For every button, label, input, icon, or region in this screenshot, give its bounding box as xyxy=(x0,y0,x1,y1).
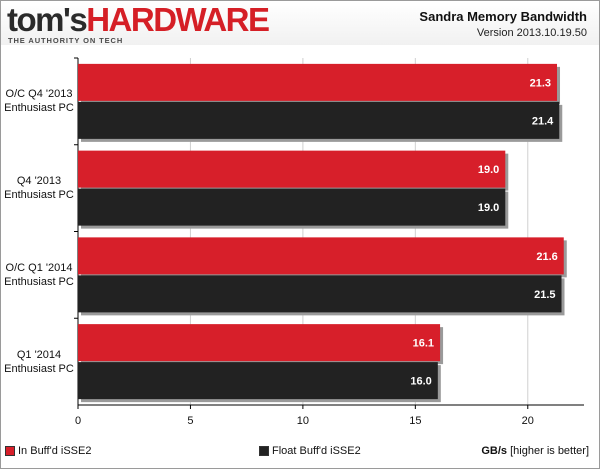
category-label-line: Enthusiast PC xyxy=(4,362,74,375)
x-tick-label: 5 xyxy=(187,415,194,427)
bar-value-label: 21.6 xyxy=(536,251,557,263)
legend-item-series-1: In Buff'd iSSE2 xyxy=(5,445,91,457)
bar-series-2 xyxy=(78,275,562,313)
x-tick-label: 20 xyxy=(521,415,534,427)
chart-legend: In Buff'd iSSE2 Float Buff'd iSSE2 GB/s … xyxy=(5,441,595,461)
chart-header: tom'sHARDWARE THE AUTHORITY ON TECH Sand… xyxy=(1,1,599,45)
category-label-line: O/C Q1 '2014 xyxy=(5,261,73,274)
category-label-line: Enthusiast PC xyxy=(4,275,74,288)
category-label-line: Q1 '2014 xyxy=(16,348,62,361)
toms-hardware-logo: tom'sHARDWARE THE AUTHORITY ON TECH xyxy=(7,1,270,46)
logo-text-hardware: HARDWARE xyxy=(86,1,270,38)
bar-series-2 xyxy=(78,188,506,226)
bar-series-1 xyxy=(78,150,506,188)
category-label-line: O/C Q4 '2013 xyxy=(5,88,73,101)
bar-value-label: 21.5 xyxy=(534,289,555,301)
chart-subtitle: Version 2013.10.19.50 xyxy=(476,27,587,39)
category-label-line: Enthusiast PC xyxy=(4,102,74,115)
logo-tagline: THE AUTHORITY ON TECH xyxy=(8,36,124,45)
bar-value-label: 19.0 xyxy=(478,202,499,214)
bar-series-2 xyxy=(78,101,560,139)
category-label-line: Q4 '2013 xyxy=(16,175,62,188)
x-axis-unit-label: GB/s [higher is better] xyxy=(481,445,589,457)
chart-title: Sandra Memory Bandwidth xyxy=(419,9,587,24)
bar-value-label: 21.4 xyxy=(532,115,554,127)
x-tick-label: 0 xyxy=(74,415,82,427)
bar-value-label: 16.1 xyxy=(413,338,434,350)
category-label: Q1 '2014 Enthusiast PC xyxy=(1,348,77,376)
x-tick-label: 15 xyxy=(409,415,422,427)
bar-value-label: 21.3 xyxy=(530,77,551,89)
legend-label-series-1: In Buff'd iSSE2 xyxy=(18,445,92,457)
x-tick-label: 10 xyxy=(296,415,309,427)
legend-label-series-2: Float Buff'd iSSE2 xyxy=(272,445,361,457)
x-axis-note: [higher is better] xyxy=(510,445,589,457)
x-axis-unit: GB/s xyxy=(481,445,508,457)
legend-swatch-series-2 xyxy=(259,446,269,456)
legend-item-series-2: Float Buff'd iSSE2 xyxy=(259,445,361,457)
bar-chart-plot: 21.3 21.4 19.0 19.0 21.6 21.5 16.1 16.0 xyxy=(74,57,584,409)
category-label: O/C Q4 '2013 Enthusiast PC xyxy=(1,87,77,115)
category-label: Q4 '2013 Enthusiast PC xyxy=(1,174,77,202)
bar-value-label: 16.0 xyxy=(410,376,431,388)
category-label: O/C Q1 '2014 Enthusiast PC xyxy=(1,261,77,289)
legend-swatch-series-1 xyxy=(5,446,15,456)
bar-series-1 xyxy=(78,63,558,101)
logo-text-toms: tom's xyxy=(7,1,88,38)
bar-series-2 xyxy=(78,362,438,400)
category-label-line: Enthusiast PC xyxy=(4,189,74,202)
bar-series-1 xyxy=(78,237,564,275)
bar-series-1 xyxy=(78,324,441,362)
bar-value-label: 19.0 xyxy=(478,164,499,176)
